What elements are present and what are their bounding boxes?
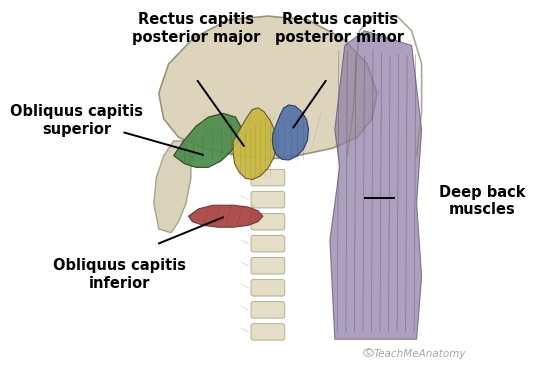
Text: TeachMeAnatomy: TeachMeAnatomy	[374, 349, 466, 359]
Text: Obliquus capitis
inferior: Obliquus capitis inferior	[52, 258, 185, 291]
FancyBboxPatch shape	[251, 169, 285, 186]
Polygon shape	[272, 105, 308, 160]
Polygon shape	[174, 113, 240, 167]
Polygon shape	[233, 108, 277, 179]
FancyBboxPatch shape	[251, 258, 285, 274]
FancyBboxPatch shape	[251, 213, 285, 230]
Polygon shape	[189, 205, 263, 227]
Text: ©: ©	[365, 348, 372, 357]
FancyBboxPatch shape	[251, 280, 285, 296]
Text: Obliquus capitis
superior: Obliquus capitis superior	[10, 104, 143, 137]
FancyBboxPatch shape	[251, 191, 285, 208]
Text: Deep back
muscles: Deep back muscles	[439, 185, 526, 218]
Polygon shape	[330, 31, 421, 339]
FancyBboxPatch shape	[251, 235, 285, 252]
Text: Rectus capitis
posterior minor: Rectus capitis posterior minor	[275, 13, 404, 45]
Polygon shape	[154, 141, 191, 233]
Polygon shape	[158, 16, 377, 159]
FancyBboxPatch shape	[251, 324, 285, 340]
FancyBboxPatch shape	[251, 302, 285, 318]
Text: Rectus capitis
posterior major: Rectus capitis posterior major	[132, 13, 260, 45]
